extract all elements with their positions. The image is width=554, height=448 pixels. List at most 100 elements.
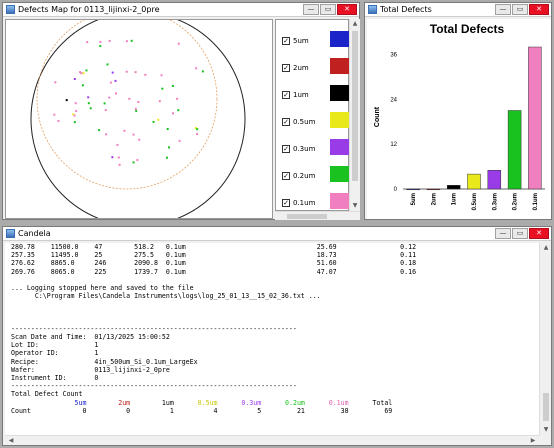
bar (507, 110, 522, 190)
info-value: 0113_lijinxi-2_0pre (94, 365, 170, 374)
total-defect-count-heading: Total Defect Count (11, 390, 416, 398)
total-header: Total (372, 398, 393, 407)
bar (528, 46, 542, 190)
blank-line (11, 317, 416, 325)
log-path-text: C:\Program Files\Candela Instruments\log… (34, 292, 321, 301)
data-row: 276.62 8865.0 246 2090.8 0.1um 51.60 0.1… (11, 259, 416, 267)
info-value: 0 (94, 374, 99, 382)
minimize-button[interactable]: — (495, 4, 511, 15)
legend-item[interactable]: ✓ 2um (282, 58, 354, 75)
legend-checkbox[interactable]: ✓ (282, 64, 290, 72)
defect-dot (108, 96, 111, 99)
defect-dot (87, 96, 90, 99)
defect-dot (98, 129, 101, 132)
defect-dot (80, 72, 83, 75)
legend-label: 1um (293, 91, 309, 99)
maximize-button[interactable]: ▭ (512, 228, 528, 239)
hscroll-thumb[interactable] (287, 214, 327, 219)
defect-dot (118, 163, 121, 166)
cell: 25.69 (316, 243, 337, 251)
info-label: Operator ID: (11, 349, 59, 358)
defects-map-titlebar[interactable]: Defects Map for 0113_lijinxi-2_0pre — ▭ … (3, 3, 359, 17)
x-tick-label: 0.5um (472, 193, 478, 210)
defect-dot (157, 118, 160, 121)
info-row: Lot ID: 1 (11, 341, 416, 349)
bin-count: 5 (257, 406, 262, 415)
legend-scrollbar[interactable]: ▲ ▼ (349, 19, 360, 211)
cell: 0.1um (165, 243, 186, 251)
legend-checkbox[interactable]: ✓ (282, 199, 290, 207)
console-vscrollbar[interactable]: ▲ ▼ (539, 243, 551, 435)
defect-dot (106, 63, 109, 66)
bar (467, 173, 481, 190)
defect-dot (86, 41, 89, 44)
maximize-button[interactable]: ▭ (320, 4, 336, 15)
scroll-right-arrow[interactable]: ▶ (530, 437, 536, 444)
total-defects-window-title: Total Defects (380, 5, 432, 14)
scroll-up-arrow[interactable]: ▲ (352, 20, 358, 27)
scroll-thumb[interactable] (543, 393, 549, 421)
legend-checkbox[interactable]: ✓ (282, 145, 290, 153)
legend-item[interactable]: ✓ 0.5um (282, 112, 354, 129)
console-hscrollbar[interactable]: ◀ ▶ (5, 435, 539, 445)
divider-text: ----------------------------------------… (11, 324, 297, 333)
total-defects-window: Total Defects — ▭ ✕ Total Defects Count … (364, 2, 552, 220)
log-message: ... Logging stopped here and saved to th… (11, 284, 416, 292)
x-tick-label: 2um (431, 193, 437, 205)
bin-header: 0.1um (328, 398, 349, 407)
defect-dot (89, 107, 92, 110)
minimize-button[interactable]: — (495, 228, 511, 239)
cell: 280.78 (11, 243, 35, 251)
bin-header: 1um (161, 398, 174, 407)
bin-header: 2um (118, 398, 131, 407)
bin-header: 0.5um (197, 398, 218, 407)
minimize-button[interactable]: — (303, 4, 319, 15)
legend-checkbox[interactable]: ✓ (282, 91, 290, 99)
defect-dot (178, 139, 181, 142)
defect-dot (99, 45, 102, 48)
info-row: Wafer: 0113_lijinxi-2_0pre (11, 366, 416, 374)
chart-title: Total Defects (430, 22, 505, 36)
legend-hscrollbar[interactable] (275, 211, 360, 220)
legend-item[interactable]: ✓ 0.1um (282, 193, 354, 210)
legend-item[interactable]: ✓ 5um (282, 31, 354, 48)
defect-dot (130, 39, 133, 42)
cell: 0.18 (400, 259, 417, 268)
total-defects-titlebar[interactable]: Total Defects — ▭ ✕ (365, 3, 551, 17)
defect-dot (144, 73, 147, 76)
info-label: Lot ID: (11, 341, 39, 350)
cell: 11495.0 (50, 251, 79, 260)
defect-dot (73, 121, 76, 124)
scroll-up-arrow[interactable]: ▲ (543, 244, 549, 251)
legend-item[interactable]: ✓ 0.2um (282, 166, 354, 183)
scroll-left-arrow[interactable]: ◀ (8, 437, 14, 444)
legend-color-swatch (330, 166, 354, 182)
legend-item[interactable]: ✓ 1um (282, 85, 354, 102)
scroll-down-arrow[interactable]: ▼ (352, 202, 358, 209)
candela-titlebar[interactable]: Candela — ▭ ✕ (3, 227, 551, 241)
close-button[interactable]: ✕ (337, 4, 357, 15)
legend-checkbox[interactable]: ✓ (282, 172, 290, 180)
legend-label: 0.3um (293, 145, 316, 153)
legend-item[interactable]: ✓ 0.3um (282, 139, 354, 156)
legend-checkbox[interactable]: ✓ (282, 118, 290, 126)
bin-count: 1 (169, 406, 174, 415)
bin-count: 0 (126, 406, 131, 415)
scroll-down-arrow[interactable]: ▼ (543, 426, 549, 433)
legend-checkbox[interactable]: ✓ (282, 37, 290, 45)
wafer-map-panel[interactable] (5, 8, 273, 227)
chart-area: Total Defects Count 0 12 24 36 5um 2um 1um 0.5u… (367, 19, 551, 219)
log-path: C:\Program Files\Candela Instruments\log… (11, 292, 416, 300)
close-button[interactable]: ✕ (529, 228, 549, 239)
close-button[interactable]: ✕ (529, 4, 549, 15)
candela-title: Candela (18, 229, 51, 238)
x-tick-label: 0.3um (492, 193, 498, 210)
defect-dot (99, 40, 102, 43)
blank-line (11, 309, 416, 317)
scroll-thumb[interactable] (352, 31, 358, 181)
maximize-button[interactable]: ▭ (512, 4, 528, 15)
defect-dot (72, 113, 75, 116)
console-output[interactable]: 280.78 11500.0 47 518.2 0.1um 25.69 0.12… (5, 243, 539, 435)
defect-dot (158, 100, 161, 103)
info-label: Wafer: (11, 365, 35, 374)
